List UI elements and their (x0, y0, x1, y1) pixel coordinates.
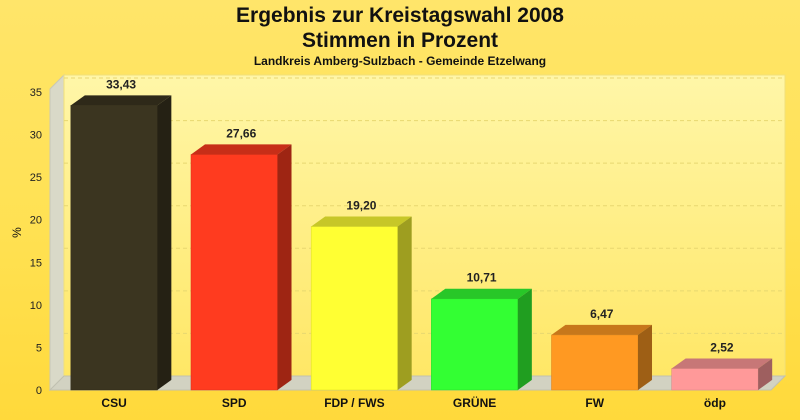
data-label: 27,66 (226, 126, 256, 140)
bar-side (517, 288, 532, 390)
bar (310, 226, 398, 391)
bar (551, 334, 639, 391)
data-label: 33,43 (106, 77, 136, 91)
x-tick-label: GRÜNE (453, 395, 496, 410)
bar (70, 105, 158, 391)
bar-side (638, 324, 653, 390)
bar-top (551, 324, 653, 335)
chart-title: Ergebnis zur Kreistagswahl 2008 (236, 4, 564, 27)
bar (671, 368, 759, 391)
bar (190, 154, 278, 391)
chart-caption: Landkreis Amberg-Sulzbach - Gemeinde Etz… (253, 54, 547, 68)
x-tick-label: FDP / FWS (324, 396, 384, 410)
bar-top (431, 288, 532, 299)
bar-top (190, 144, 292, 155)
y-tick-label: 35 (30, 87, 42, 99)
bar-top (671, 358, 773, 369)
bar-side (277, 144, 292, 390)
y-axis-label: % (10, 227, 24, 238)
bar-side (758, 358, 773, 390)
y-tick-label: 15 (30, 257, 42, 269)
y-tick-label: 10 (30, 300, 42, 312)
bar-side (157, 95, 172, 391)
y-tick-label: 0 (36, 385, 42, 397)
plot-back-wall (63, 74, 786, 377)
y-tick-label: 20 (30, 215, 42, 227)
plot-side-wall (49, 73, 65, 392)
data-label: 10,71 (467, 271, 497, 285)
y-tick-label: 25 (30, 172, 42, 184)
bar-side (397, 216, 412, 390)
bar (431, 298, 519, 391)
bar-top (70, 95, 172, 106)
y-tick-label: 5 (36, 342, 42, 354)
y-tick-label: 30 (30, 130, 42, 142)
data-label: 6,47 (590, 307, 614, 321)
data-label: 19,20 (346, 198, 376, 212)
chart-subtitle: Stimmen in Prozent (301, 29, 499, 52)
x-tick-label: ödp (704, 396, 726, 410)
data-label: 2,52 (710, 340, 734, 354)
x-tick-label: CSU (101, 396, 126, 410)
x-tick-label: FW (585, 396, 604, 410)
x-tick-label: SPD (222, 396, 247, 410)
bar-top (311, 216, 412, 227)
